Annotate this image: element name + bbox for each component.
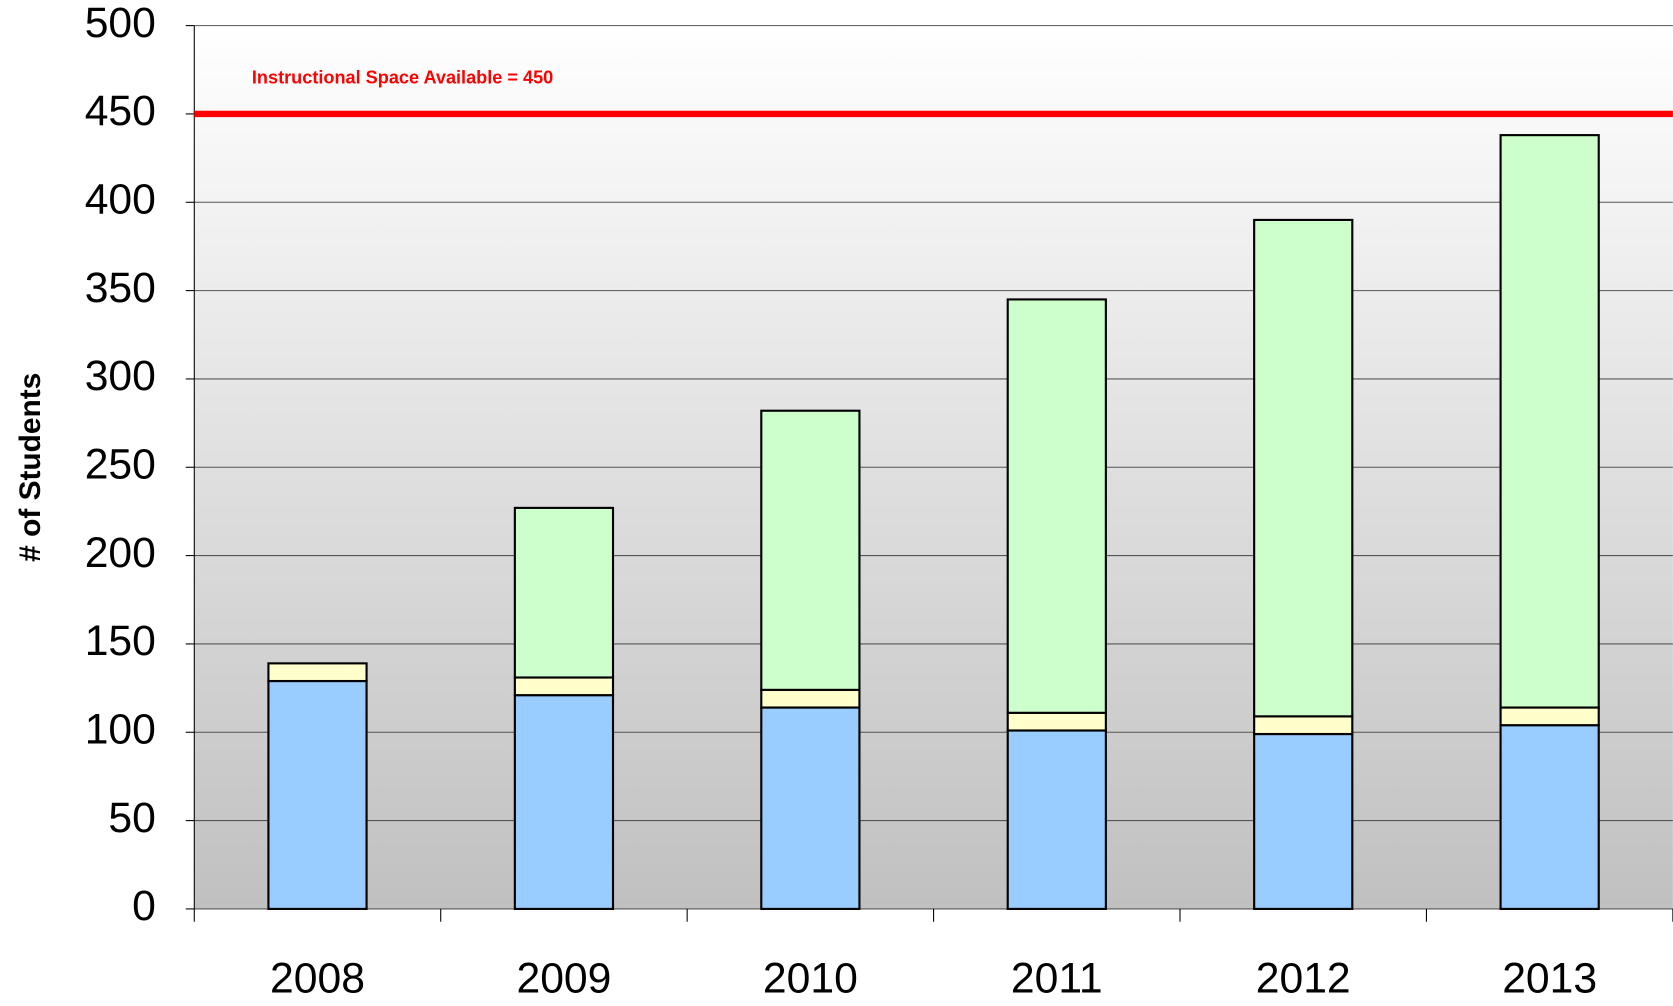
bar-segment xyxy=(513,506,615,679)
bar-segment xyxy=(1253,715,1354,736)
x-tick-label: 2011 xyxy=(1011,955,1103,1003)
y-axis-label: # of Students xyxy=(14,373,47,562)
x-tick-label: 2009 xyxy=(516,955,611,1003)
x-tick-label: 2008 xyxy=(270,955,365,1003)
y-tick-label: 50 xyxy=(108,794,155,842)
y-tick-label: 150 xyxy=(85,617,156,665)
bar-segment xyxy=(1499,134,1600,709)
bar-segment xyxy=(1006,298,1107,714)
y-tick-label: 400 xyxy=(85,176,156,224)
x-tick-label: 2010 xyxy=(763,955,858,1003)
bar-segment xyxy=(267,662,368,683)
bar-segment xyxy=(760,706,861,910)
y-tick-label: 200 xyxy=(85,529,156,577)
y-tick-label: 0 xyxy=(132,882,156,930)
bar-segment xyxy=(1006,711,1107,732)
bar-segment xyxy=(1499,724,1600,910)
bar-segment xyxy=(267,679,368,910)
y-tick-label: 450 xyxy=(85,87,156,135)
bar-segment xyxy=(513,676,615,697)
y-tick-label: 250 xyxy=(85,441,156,489)
bar-segment xyxy=(513,694,615,910)
bar-segment xyxy=(760,688,861,709)
x-tick-label: 2012 xyxy=(1256,955,1351,1003)
bar-segment xyxy=(1253,732,1354,910)
reference-label: Instructional Space Available = 450 xyxy=(252,68,553,88)
bar-segment xyxy=(1006,729,1107,910)
bar-segment xyxy=(760,409,861,691)
bar-segment xyxy=(1499,706,1600,727)
x-tick-label: 2013 xyxy=(1502,955,1597,1003)
y-tick-label: 300 xyxy=(85,352,156,400)
bar-segment xyxy=(1253,218,1354,718)
y-tick-label: 500 xyxy=(85,0,156,47)
y-tick-label: 100 xyxy=(85,706,156,754)
y-tick-label: 350 xyxy=(85,264,156,312)
